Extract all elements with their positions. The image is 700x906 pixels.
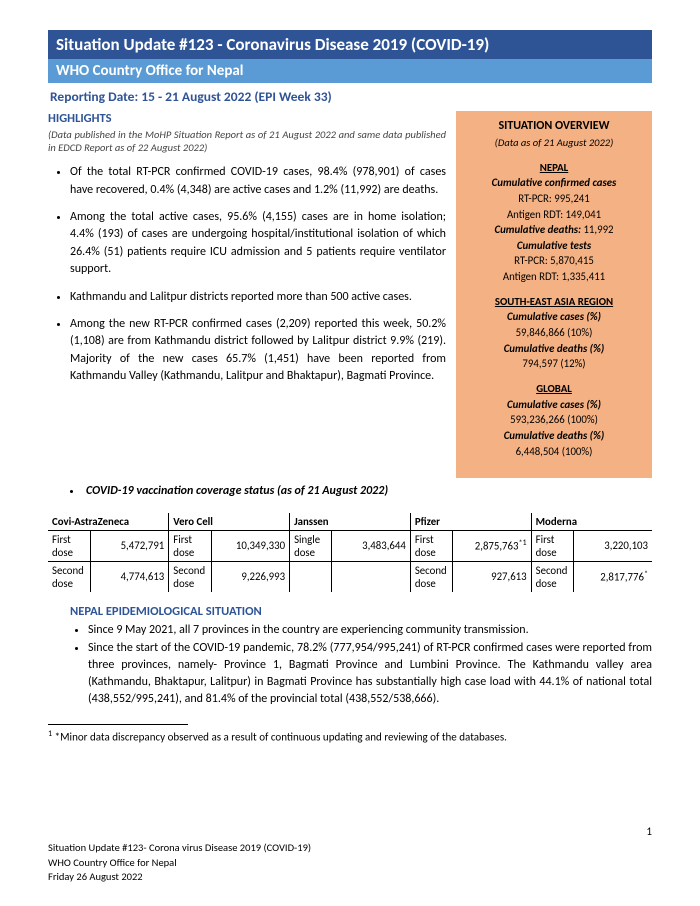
dose-value-cell: 4,774,613 xyxy=(90,561,169,592)
table-row: First dose5,472,791First dose10,349,330S… xyxy=(48,530,652,561)
dose-label-cell: Second dose xyxy=(169,561,211,592)
dose-label-cell: First dose xyxy=(531,530,573,561)
vax-col-header: Pfizer xyxy=(410,513,531,531)
dose-value-cell: 5,472,791 xyxy=(90,530,169,561)
epi-list: Since 9 May 2021, all 7 provinces in the… xyxy=(48,622,652,708)
metric-label: Cumulative cases (%) xyxy=(462,309,646,325)
vax-col-header: Janssen xyxy=(290,513,411,531)
overview-title: SITUATION OVERVIEW xyxy=(462,118,646,135)
table-header-row: Covi-AstraZeneca Vero Cell Janssen Pfize… xyxy=(48,513,652,531)
table-row: Second dose4,774,613Second dose9,226,993… xyxy=(48,561,652,592)
dose-label-cell: Second dose xyxy=(531,561,573,592)
metric-label: Cumulative deaths: 11,992 xyxy=(462,222,646,238)
dose-value-cell xyxy=(332,561,411,592)
metric-label: Cumulative deaths (%) xyxy=(462,341,646,357)
dose-value-cell: 2,817,776* xyxy=(573,561,652,592)
highlights-heading: HIGHLIGHTS xyxy=(48,111,446,126)
dose-label-cell: Single dose xyxy=(290,530,332,561)
dose-value-cell: 927,613 xyxy=(453,561,532,592)
metric-label: Cumulative tests xyxy=(462,238,646,254)
vax-heading-wrap: COVID-19 vaccination coverage status (as… xyxy=(70,483,652,500)
dose-label-cell: Second dose xyxy=(410,561,452,592)
metric-value: Antigen RDT: 149,041 xyxy=(462,207,646,223)
dose-value-cell: 3,220,103 xyxy=(573,530,652,561)
footer-line: Friday 26 August 2022 xyxy=(48,870,652,884)
metric-value: 6,448,504 (100%) xyxy=(462,444,646,460)
title-line-2: WHO Country Office for Nepal xyxy=(48,59,652,83)
metric-label: Cumulative cases (%) xyxy=(462,397,646,413)
metric-label: Cumulative deaths (%) xyxy=(462,428,646,444)
dose-label-cell: First dose xyxy=(410,530,452,561)
vax-heading-item: COVID-19 vaccination coverage status (as… xyxy=(70,483,652,500)
dose-label-cell xyxy=(290,561,332,592)
region-name: NEPAL xyxy=(462,160,646,176)
vaccination-table: Covi-AstraZeneca Vero Cell Janssen Pfize… xyxy=(48,513,652,592)
dose-label-cell: First dose xyxy=(169,530,211,561)
epi-item: Since 9 May 2021, all 7 provinces in the… xyxy=(88,622,652,639)
metric-value: RT-PCR: 995,241 xyxy=(462,191,646,207)
metric-value: 794,597 (12%) xyxy=(462,356,646,372)
metric-value: 59,846,866 (10%) xyxy=(462,325,646,341)
footnote-separator xyxy=(48,724,188,725)
page-footer: 1 Situation Update #123- Corona virus Di… xyxy=(48,841,652,884)
dose-value-cell: 9,226,993 xyxy=(211,561,290,592)
dose-value-cell: 2,875,763*1 xyxy=(453,530,532,561)
title-line-1: Situation Update #123 - Coronavirus Dise… xyxy=(48,30,652,59)
highlight-item: Kathmandu and Lalitpur districts reporte… xyxy=(70,289,446,306)
vax-col-header: Covi-AstraZeneca xyxy=(48,513,169,531)
metric-value: Antigen RDT: 1,335,411 xyxy=(462,269,646,285)
dose-value-cell: 10,349,330 xyxy=(211,530,290,561)
overview-global: GLOBAL Cumulative cases (%) 593,236,266 … xyxy=(462,381,646,459)
situation-overview-box: SITUATION OVERVIEW (Data as of 21 August… xyxy=(456,111,652,478)
dose-label-cell: First dose xyxy=(48,530,90,561)
dose-value-cell: 3,483,644 xyxy=(332,530,411,561)
overview-sear: SOUTH-EAST ASIA REGION Cumulative cases … xyxy=(462,294,646,372)
page-number: 1 xyxy=(646,825,652,840)
metric-label: Cumulative confirmed cases xyxy=(462,175,646,191)
highlights-column: HIGHLIGHTS (Data published in the MoHP S… xyxy=(48,111,446,478)
highlights-subnote: (Data published in the MoHP Situation Re… xyxy=(48,128,446,154)
highlight-item: Among the total active cases, 95.6% (4,1… xyxy=(70,209,446,279)
highlights-list: Of the total RT-PCR confirmed COVID-19 c… xyxy=(48,164,446,385)
footnote: 1 *Minor data discrepancy observed as a … xyxy=(48,729,652,746)
reporting-date: Reporting Date: 15 - 21 August 2022 (EPI… xyxy=(48,83,652,111)
highlight-item: Among the new RT-PCR confirmed cases (2,… xyxy=(70,316,446,386)
overview-sub: (Data as of 21 August 2022) xyxy=(462,135,646,150)
region-name: GLOBAL xyxy=(462,381,646,397)
overview-nepal: NEPAL Cumulative confirmed cases RT-PCR:… xyxy=(462,160,646,285)
epi-item: Since the start of the COVID-19 pandemic… xyxy=(88,640,652,707)
vax-col-header: Vero Cell xyxy=(169,513,290,531)
highlights-row: HIGHLIGHTS (Data published in the MoHP S… xyxy=(48,111,652,478)
epi-heading: NEPAL EPIDEMIOLOGICAL SITUATION xyxy=(70,604,652,619)
metric-value: RT-PCR: 5,870,415 xyxy=(462,253,646,269)
footer-line: Situation Update #123- Corona virus Dise… xyxy=(48,841,652,855)
region-name: SOUTH-EAST ASIA REGION xyxy=(462,294,646,310)
highlight-item: Of the total RT-PCR confirmed COVID-19 c… xyxy=(70,164,446,199)
dose-label-cell: Second dose xyxy=(48,561,90,592)
footer-line: WHO Country Office for Nepal xyxy=(48,856,652,870)
metric-value: 593,236,266 (100%) xyxy=(462,412,646,428)
vax-col-header: Moderna xyxy=(531,513,652,531)
